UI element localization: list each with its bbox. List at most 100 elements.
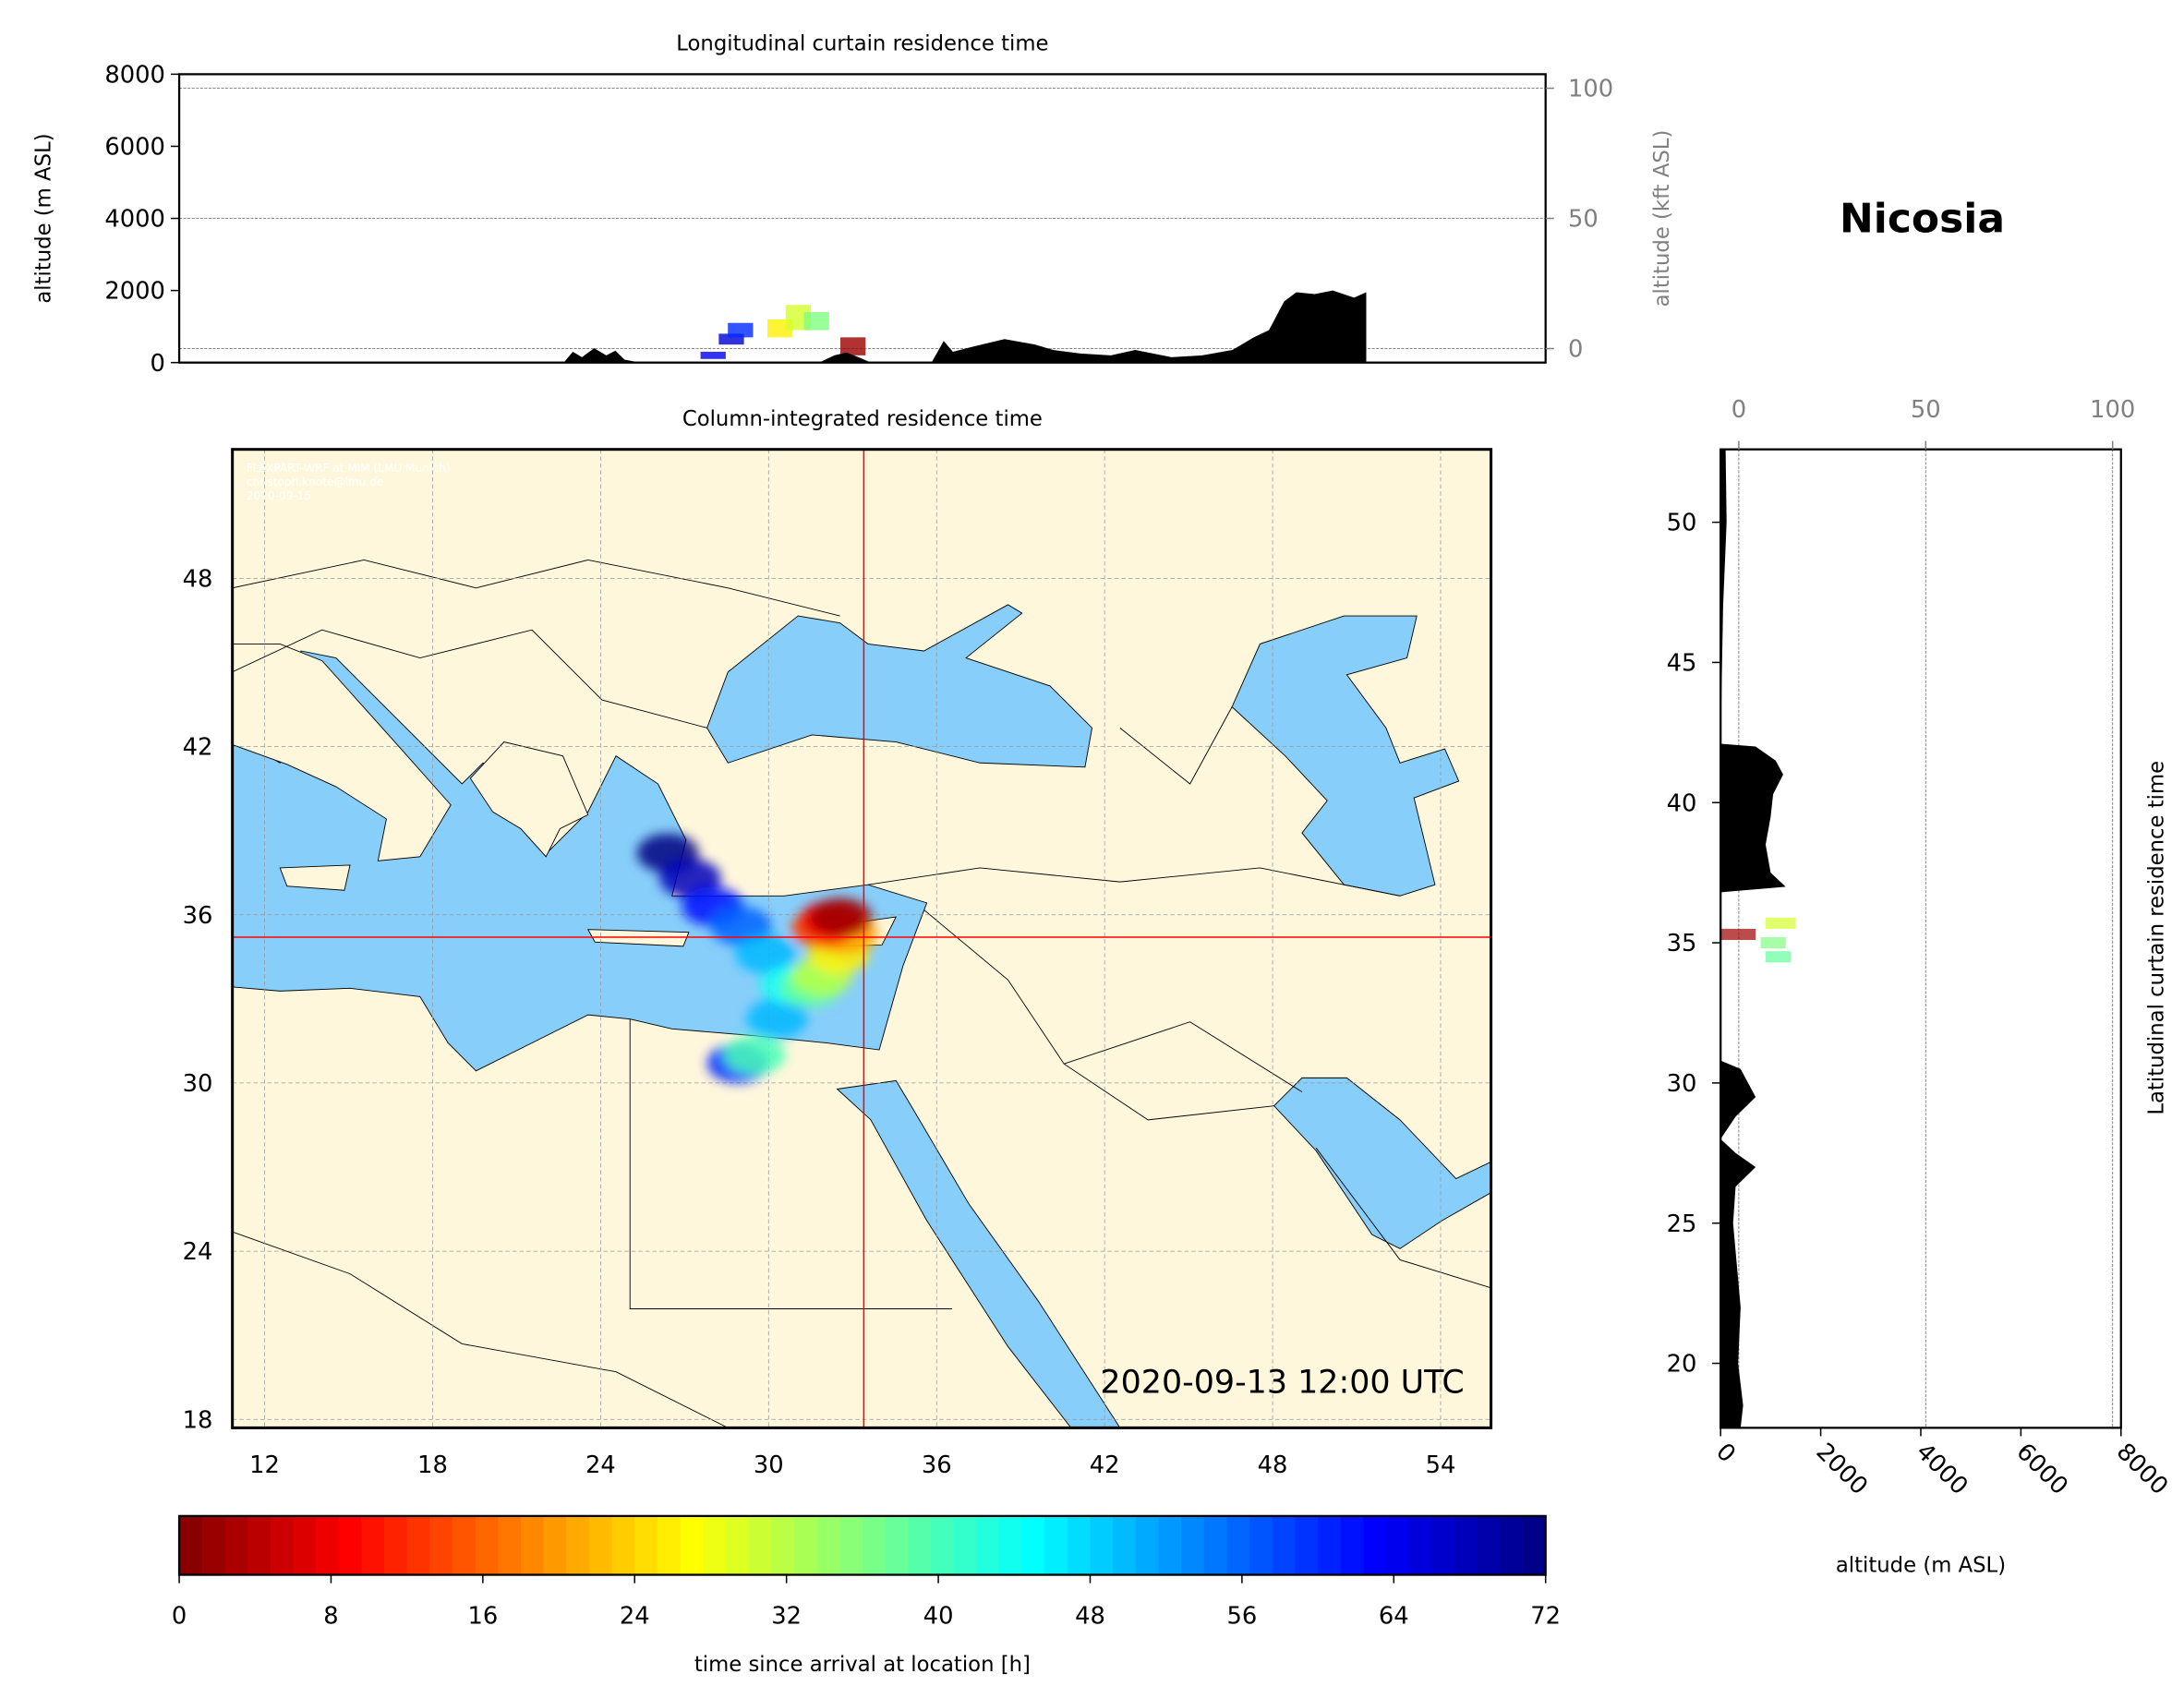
lat-tick-label: 18 [183,1406,213,1434]
residence-cell [1765,951,1792,963]
residence-cell [840,337,866,355]
colorbar-segment [1181,1515,1205,1575]
plume-cell [723,1035,786,1075]
y-tick-label: 0 [150,350,164,378]
lon-tick-label: 30 [754,1451,784,1479]
colorbar-segment [634,1515,658,1575]
colorbar-segment [270,1515,295,1575]
x-tick-label: 2000 [1811,1438,1874,1500]
watermark-line-2: christoph.knote@lmu.de [247,476,384,488]
colorbar-segment [703,1515,727,1575]
lon-tick-label: 54 [1426,1451,1456,1479]
latitudinal-xlabel: altitude (m ASL) [1836,1554,2006,1578]
lat-tick-label: 48 [183,565,213,593]
colorbar-segment [1386,1515,1410,1575]
caspian-sea [1231,615,1460,897]
longitudinal-curtain-panel: Longitudinal curtain residence time 0 200… [32,32,1675,378]
colorbar-tick-label: 32 [771,1603,802,1631]
colorbar-segment [748,1515,772,1575]
colorbar-segment [543,1515,568,1575]
country-border [1315,1147,1491,1289]
colorbar-segment [1203,1515,1228,1575]
colorbar-tick-label: 40 [923,1603,954,1631]
crete [586,929,690,947]
black-sea [706,604,1092,768]
colorbar-segment [862,1515,887,1575]
x-tick-label: 8000 [2111,1438,2174,1500]
colorbar-segment [657,1515,682,1575]
lat-tick-label: 42 [183,734,213,762]
residence-cell [1760,937,1786,949]
longitudinal-terrain [563,290,1367,363]
y-tick-label: 25 [1667,1210,1697,1238]
red-sea [836,1079,1121,1428]
colorbar-segment [1363,1515,1387,1575]
x-tick-label-top: 0 [1732,396,1746,424]
lon-tick-label: 42 [1090,1451,1120,1479]
y-tick-label: 45 [1667,650,1697,678]
y-tick-label: 8000 [104,61,165,89]
x-tick-label: 4000 [1911,1438,1973,1500]
colorbar-segment [1408,1515,1433,1575]
location-title: Nicosia [1840,196,2005,243]
lat-tick-label: 24 [183,1238,213,1266]
colorbar-segment [771,1515,795,1575]
country-border [629,1018,952,1309]
persian-gulf [1273,1077,1491,1249]
colorbar-segment [816,1515,840,1575]
residence-cell [700,351,726,359]
colorbar-segment [316,1515,340,1575]
residence-cell [1765,917,1796,929]
colorbar-segment [1500,1515,1524,1575]
colorbar-segment [383,1515,408,1575]
colorbar-segment [1090,1515,1114,1575]
country-border [232,629,707,729]
colorbar: 0 8 16 24 32 40 48 56 64 72 time since arrival at… [172,1514,1561,1677]
y-tick-label: 4000 [104,206,165,234]
colorbar-segment [998,1515,1023,1575]
colorbar-segment [1113,1515,1137,1575]
colorbar-segment [1295,1515,1319,1575]
colorbar-segment [1249,1515,1273,1575]
x-tick-label-top: 50 [1911,396,1941,424]
country-border [1064,1021,1303,1092]
colorbar-segment [1340,1515,1365,1575]
country-border [867,867,1401,897]
plume-cell [746,998,808,1039]
plume-cell [734,934,797,974]
colorbar-segment [520,1515,545,1575]
colorbar-segment [611,1515,636,1575]
lon-tick-label: 24 [585,1451,616,1479]
lon-tick-label: 12 [249,1451,280,1479]
colorbar-segment [1318,1515,1342,1575]
colorbar-segment [475,1515,500,1575]
lat-tick-label: 36 [183,902,213,930]
colorbar-segment [1226,1515,1250,1575]
colorbar-segment [498,1515,522,1575]
colorbar-segment [1272,1515,1297,1575]
longitudinal-ylabel-right: altitude (kft ASL) [1650,130,1674,307]
colorbar-segment [224,1515,248,1575]
colorbar-segment [1021,1515,1045,1575]
country-border [232,559,840,617]
colorbar-tick-label: 0 [172,1603,187,1631]
colorbar-segment [839,1515,863,1575]
colorbar-segment [1158,1515,1182,1575]
colorbar-tick-label: 8 [323,1603,338,1631]
colorbar-segment [680,1515,705,1575]
y-tick-label-right: 50 [1568,206,1599,234]
colorbar-segment [793,1515,818,1575]
lat-tick-label: 30 [183,1070,213,1098]
map-panel: Column-integrated residence time FLEXPAR… [183,407,1493,1479]
colorbar-segment [1523,1515,1547,1575]
colorbar-segment [247,1515,271,1575]
latitudinal-curtain-panel: 0 2000 4000 6000 8000 0 50 100 20 25 30 35 40 45 50 al… [1667,396,2174,1578]
colorbar-segment [406,1515,431,1575]
watermark-line-3: 2020-09-15 [247,489,311,502]
lon-tick-label: 18 [417,1451,448,1479]
residence-cell [1720,928,1756,941]
latitudinal-title: Latitudinal curtain residence time [2144,761,2168,1115]
y-tick-label-right: 100 [1568,76,1613,103]
colorbar-segment [885,1515,909,1575]
